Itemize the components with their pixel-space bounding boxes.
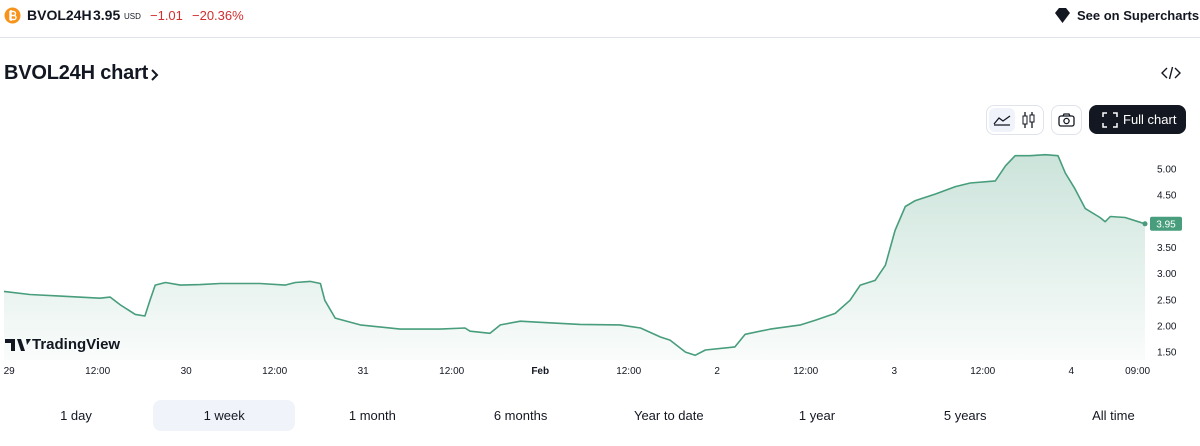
range-button[interactable]: 1 month <box>348 408 396 423</box>
range-button[interactable]: 6 months <box>493 408 548 423</box>
currency: USD <box>124 12 141 21</box>
y-tick-label: 1.50 <box>1157 348 1177 359</box>
title-chevron <box>151 69 159 81</box>
symbol: BVOL24H <box>27 7 92 23</box>
full-chart-label: Full chart <box>1123 112 1177 127</box>
range-button[interactable]: 1 day <box>60 408 92 423</box>
watermark: TradingView <box>32 336 121 353</box>
y-tick-label: 3.00 <box>1157 269 1177 280</box>
area-style-button[interactable] <box>989 108 1015 132</box>
range-button[interactable]: 1 year <box>798 408 836 423</box>
candle-style-button[interactable] <box>1019 110 1039 130</box>
supercharts-logo <box>1055 8 1070 23</box>
x-tick-label: 3 <box>891 366 897 377</box>
x-tick-label: 12:00 <box>85 366 110 377</box>
range-button[interactable]: All time <box>1092 408 1135 423</box>
x-tick-label: 12:00 <box>793 366 818 377</box>
range-button[interactable]: 5 years <box>943 408 987 423</box>
chart: 1.502.002.503.003.504.004.505.002912:003… <box>3 153 1182 377</box>
price: 3.95 <box>93 7 121 23</box>
header: BVOL24H 3.95 USD −1.01 −20.36% See on Su… <box>0 0 1200 38</box>
price-badge <box>1150 216 1182 231</box>
x-tick-label: 12:00 <box>439 366 464 377</box>
fullscreen-icon <box>1102 112 1118 128</box>
change: −1.01 <box>150 8 183 23</box>
plot: 1.502.002.503.003.504.004.505.002912:003… <box>3 153 1182 377</box>
x-tick-label: Feb <box>531 366 549 377</box>
range-button[interactable]: Year to date <box>633 408 704 423</box>
snapshot-button[interactable] <box>1051 105 1082 135</box>
x-tick-label: 12:00 <box>616 366 641 377</box>
coin-icon <box>4 7 21 24</box>
price-line <box>3 153 1146 357</box>
embed-icon[interactable] <box>1161 65 1181 81</box>
y-tick-label: 3.50 <box>1157 243 1177 254</box>
camera-icon <box>1058 113 1075 127</box>
x-tick-label: 4 <box>1068 366 1074 377</box>
y-tick-label: 4.50 <box>1157 191 1177 202</box>
area-icon <box>993 115 1011 126</box>
x-tick-label: 2 <box>714 366 720 377</box>
x-tick-label: 29 <box>4 366 16 377</box>
supercharts-link[interactable]: See on Supercharts <box>1077 8 1200 23</box>
last-point <box>1142 221 1148 227</box>
x-tick-label: 12:00 <box>262 366 287 377</box>
change-percent: −20.36% <box>192 8 244 23</box>
range-button[interactable]: 1 week <box>153 400 296 431</box>
y-tick-label: 2.00 <box>1157 321 1177 332</box>
chart-style-group <box>986 105 1044 135</box>
price-badge-label: 3.95 <box>1156 219 1176 230</box>
y-tick-label: 5.00 <box>1157 164 1177 175</box>
x-tick-label: 31 <box>358 366 370 377</box>
x-tick-label: 09:00 <box>1125 366 1150 377</box>
chart-title[interactable]: BVOL24H chart <box>4 62 149 84</box>
watermark-logo <box>5 339 31 351</box>
full-chart-button[interactable]: Full chart <box>1089 105 1186 134</box>
x-tick-label: 12:00 <box>970 366 995 377</box>
area-fill <box>4 154 1145 360</box>
x-tick-label: 30 <box>181 366 193 377</box>
y-tick-label: 2.50 <box>1157 295 1177 306</box>
